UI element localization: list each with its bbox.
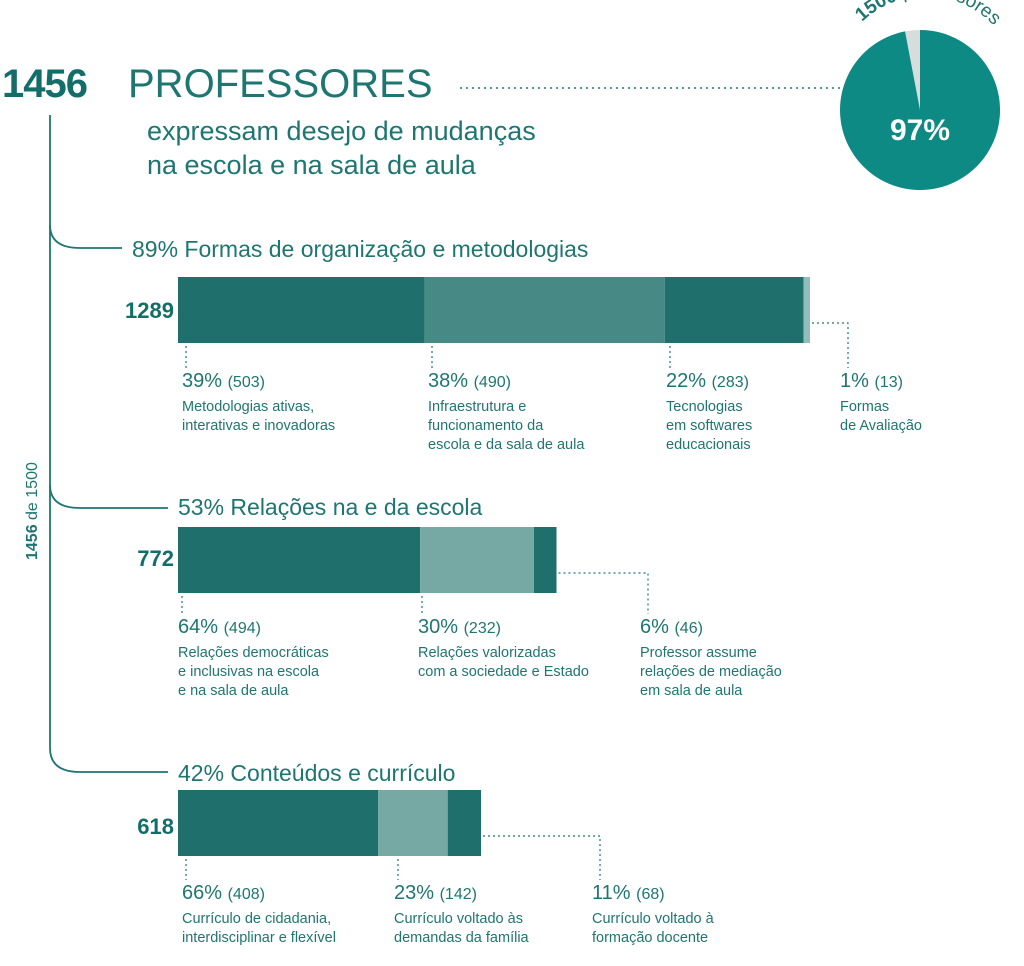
- header-title: PROFESSORES: [128, 62, 433, 106]
- segment-percent-0-0: 39% (503): [182, 370, 265, 392]
- segment-description-2-0: Currículo de cidadania, interdisciplinar…: [182, 911, 336, 946]
- bar-segment-0-3: [803, 277, 810, 343]
- segment-percent-2-0: 66% (408): [182, 882, 265, 904]
- segment-percent-2-1: 23% (142): [394, 882, 477, 904]
- bar-segment-1-0: [178, 527, 421, 593]
- category-title-conteudos: 42% Conteúdos e currículo: [178, 760, 456, 786]
- bar-total-relacoes: 772: [137, 546, 174, 571]
- header-count: 1456: [2, 62, 88, 106]
- bar-segment-2-0: [178, 790, 379, 856]
- segment-description-1-0: Relações democráticas e inclusivas na es…: [178, 645, 329, 699]
- segment-description-0-0: Metodologias ativas, interativas e inova…: [182, 399, 336, 434]
- segment-percent-2-2: 11% (68): [592, 882, 665, 904]
- pie-slice-main: [840, 29, 1001, 191]
- segment-description-2-1: Currículo voltado às demandas da família: [394, 911, 529, 946]
- segment-description-0-1: Infraestrutura e funcionamento da escola…: [428, 399, 585, 453]
- segment-description-0-3: Formas de Avaliação: [840, 399, 922, 434]
- bar-segment-1-1: [420, 527, 534, 593]
- bar-segment-0-0: [178, 277, 425, 343]
- bar-chart: [178, 277, 849, 880]
- segment-percent-1-0: 64% (494): [178, 616, 261, 638]
- bar-total-organizacao: 1289: [125, 298, 174, 323]
- bar-segment-1-2: [533, 527, 557, 593]
- bar-segment-2-2: [447, 790, 482, 856]
- bar-connector-1-2: [558, 572, 649, 614]
- bar-connector-2-2: [483, 835, 601, 880]
- pie-percent-label: 97%: [890, 114, 950, 147]
- bar-segment-2-1: [378, 790, 448, 856]
- segment-description-0-2: Tecnologias em softwares educacionais: [666, 399, 753, 453]
- segment-percent-1-1: 30% (232): [418, 616, 501, 638]
- bar-connector-0-3: [812, 322, 849, 368]
- segment-description-1-1: Relações valorizadas com a sociedade e E…: [418, 645, 589, 680]
- side-label: 1456 de 1500: [24, 462, 41, 560]
- subtitle-line-1: expressam desejo de mudanças: [147, 116, 536, 146]
- subtitle-line-2: na escola e na sala de aula: [147, 150, 476, 180]
- category-title-relacoes: 53% Relações na e da escola: [178, 494, 483, 520]
- segment-percent-0-1: 38% (490): [428, 370, 511, 392]
- bar-segment-0-2: [664, 277, 804, 343]
- bar-total-conteudos: 618: [137, 814, 174, 839]
- pie-chart: [840, 29, 1001, 191]
- segment-percent-0-3: 1% (13): [840, 370, 903, 392]
- bar-segment-0-1: [424, 277, 665, 343]
- pie-total-label: 1500 professores: [851, 0, 1005, 29]
- segment-percent-0-2: 22% (283): [666, 370, 749, 392]
- category-title-organizacao: 89% Formas de organização e metodologias: [132, 236, 589, 262]
- segment-description-1-2: Professor assume relações de mediação em…: [640, 645, 782, 699]
- segment-percent-1-2: 6% (46): [640, 616, 703, 638]
- segment-description-2-2: Currículo voltado à formação docente: [592, 911, 714, 946]
